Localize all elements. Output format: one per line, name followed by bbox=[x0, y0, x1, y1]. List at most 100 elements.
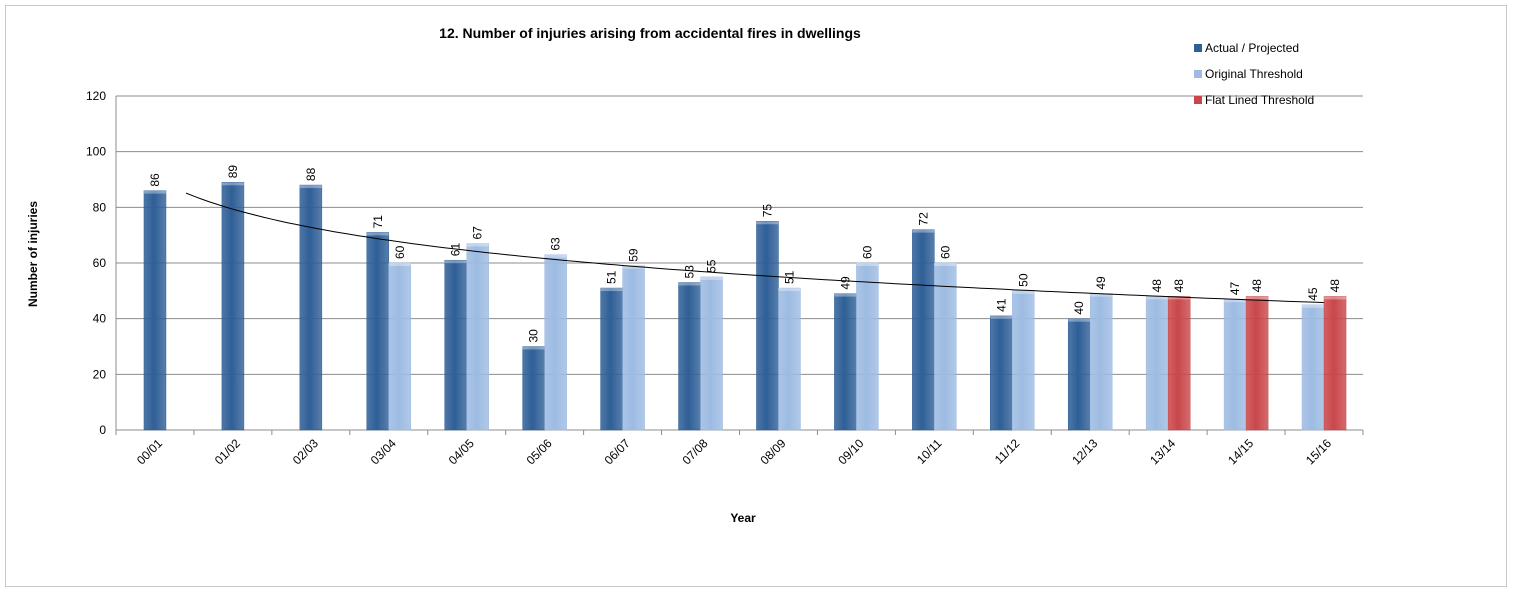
bar-highlight bbox=[1246, 296, 1269, 300]
data-label: 59 bbox=[627, 248, 641, 262]
data-label: 63 bbox=[549, 237, 563, 251]
legend-label: Original Threshold bbox=[1205, 67, 1303, 81]
trendline bbox=[185, 192, 1325, 304]
chart-svg: 12. Number of injuries arising from acci… bbox=[26, 25, 1364, 525]
data-label: 49 bbox=[1094, 276, 1108, 290]
bar-flat-lined-threshold-14-15 bbox=[1245, 296, 1269, 431]
bar-flat-lined-threshold-15-16 bbox=[1323, 296, 1347, 431]
bar-highlight bbox=[1012, 290, 1035, 294]
data-label: 60 bbox=[393, 245, 407, 259]
gridlines bbox=[115, 95, 1364, 435]
x-tick-label: 03/04 bbox=[368, 436, 399, 467]
bar-actual-projected-03-04 bbox=[366, 232, 390, 431]
x-tick-label: 05/06 bbox=[524, 436, 555, 467]
y-tick-label: 120 bbox=[86, 89, 106, 103]
bar-original-threshold-10-11 bbox=[934, 262, 957, 431]
bar-highlight bbox=[934, 263, 957, 266]
data-label: 71 bbox=[371, 215, 385, 229]
y-tick-label: 40 bbox=[93, 312, 107, 326]
data-label: 51 bbox=[782, 270, 796, 284]
bar-actual-projected-02-03 bbox=[299, 184, 323, 431]
data-label: 51 bbox=[605, 270, 619, 284]
bar-highlight bbox=[856, 263, 879, 266]
data-labels: 86 89 88 71 60 61 67 30 63 51 59 53 55 75 51 49 60 72 60 41… bbox=[148, 165, 1342, 343]
data-label: 47 bbox=[1228, 282, 1242, 296]
bar-highlight bbox=[1302, 304, 1325, 308]
data-label: 30 bbox=[527, 329, 541, 343]
x-tick-label: 08/09 bbox=[757, 436, 788, 467]
bar-original-threshold-12-13 bbox=[1089, 293, 1113, 431]
bar-actual-projected-08-09 bbox=[756, 221, 779, 431]
x-tick-label: 01/02 bbox=[212, 436, 243, 467]
data-label: 41 bbox=[994, 298, 1008, 312]
legend-label: Flat Lined Threshold bbox=[1205, 93, 1314, 107]
bar-actual-projected-05-06 bbox=[522, 346, 545, 431]
data-label: 53 bbox=[683, 265, 697, 279]
data-label: 48 bbox=[1328, 279, 1342, 293]
y-tick-label: 100 bbox=[86, 145, 106, 159]
data-label: 75 bbox=[760, 204, 774, 218]
bar-highlight bbox=[221, 182, 244, 186]
bars bbox=[143, 182, 1347, 431]
bar-highlight bbox=[444, 260, 467, 264]
x-tick-label: 07/08 bbox=[680, 436, 711, 467]
data-label: 50 bbox=[1016, 273, 1030, 287]
data-label: 67 bbox=[471, 226, 485, 240]
chart-frame: 12. Number of injuries arising from acci… bbox=[5, 5, 1507, 587]
bar-highlight bbox=[1324, 296, 1347, 300]
bar-flat-lined-threshold-13-14 bbox=[1167, 296, 1191, 431]
bar-highlight bbox=[990, 315, 1013, 319]
bar-highlight bbox=[466, 243, 489, 247]
x-tick-label: 06/07 bbox=[602, 436, 633, 467]
bar-highlight bbox=[1090, 293, 1113, 297]
data-label: 45 bbox=[1306, 287, 1320, 301]
bar-original-threshold-09-10 bbox=[856, 262, 879, 431]
chart-title: 12. Number of injuries arising from acci… bbox=[439, 25, 861, 41]
legend-swatch bbox=[1194, 70, 1202, 78]
bar-highlight bbox=[366, 232, 389, 236]
bar-original-threshold-05-06 bbox=[544, 254, 567, 431]
y-tick-label: 60 bbox=[93, 256, 107, 270]
bar-original-threshold-04-05 bbox=[466, 243, 489, 431]
bar-highlight bbox=[756, 221, 779, 225]
bar-original-threshold-15-16 bbox=[1301, 304, 1325, 431]
data-label: 40 bbox=[1072, 301, 1086, 315]
data-label: 61 bbox=[449, 243, 463, 257]
bar-original-threshold-13-14 bbox=[1145, 296, 1169, 431]
bar-actual-projected-01-02 bbox=[221, 182, 245, 431]
y-tick-label: 20 bbox=[93, 367, 107, 381]
data-label: 88 bbox=[304, 167, 318, 181]
bar-highlight bbox=[522, 346, 545, 350]
bar-actual-projected-12-13 bbox=[1067, 318, 1091, 431]
legend-swatch bbox=[1194, 96, 1202, 104]
x-tick-label: 09/10 bbox=[835, 436, 866, 467]
bar-original-threshold-14-15 bbox=[1223, 298, 1247, 431]
x-axis-title: Year bbox=[730, 511, 756, 525]
x-tick-label: 13/14 bbox=[1147, 436, 1178, 467]
bar-actual-projected-06-07 bbox=[600, 287, 623, 431]
bar-original-threshold-06-07 bbox=[622, 265, 645, 431]
bar-highlight bbox=[600, 288, 623, 292]
y-tick-label: 80 bbox=[93, 200, 107, 214]
bar-actual-projected-04-05 bbox=[444, 259, 467, 431]
x-tick-label: 12/13 bbox=[1069, 436, 1100, 467]
x-tick-label: 14/15 bbox=[1225, 436, 1256, 467]
bar-highlight bbox=[778, 288, 801, 292]
bar-actual-projected-00-01 bbox=[143, 190, 167, 431]
bar-highlight bbox=[388, 263, 411, 266]
data-label: 48 bbox=[1250, 279, 1264, 293]
legend: Actual / Projected Original Threshold Flat… bbox=[1194, 41, 1314, 107]
data-label: 86 bbox=[148, 173, 162, 187]
bar-highlight bbox=[834, 293, 857, 297]
bar-original-threshold-11-12 bbox=[1012, 290, 1035, 431]
x-tick-label: 11/12 bbox=[992, 436, 1023, 467]
bar-actual-projected-10-11 bbox=[912, 229, 935, 431]
x-tick-label: 04/05 bbox=[446, 436, 477, 467]
x-tick-label: 10/11 bbox=[914, 436, 945, 467]
bar-highlight bbox=[299, 185, 322, 189]
bar-highlight bbox=[912, 229, 935, 233]
x-tick-labels: 00/01 01/02 02/03 03/04 04/05 05/06 06/07 07/08… bbox=[134, 436, 1334, 467]
data-label: 72 bbox=[916, 212, 930, 226]
data-label: 60 bbox=[938, 245, 952, 259]
y-axis-title: Number of injuries bbox=[26, 201, 40, 307]
